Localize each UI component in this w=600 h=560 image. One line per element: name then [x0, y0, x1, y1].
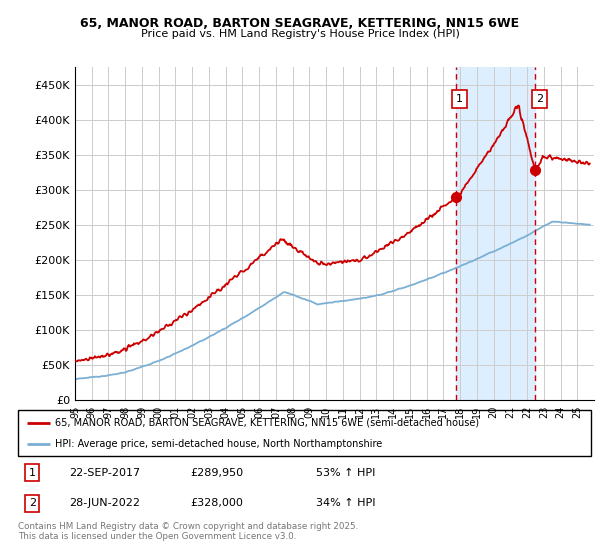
Text: 1: 1 [29, 468, 36, 478]
Text: 22-SEP-2017: 22-SEP-2017 [70, 468, 140, 478]
Text: 2: 2 [536, 94, 543, 104]
Text: 34% ↑ HPI: 34% ↑ HPI [316, 498, 376, 508]
Text: 65, MANOR ROAD, BARTON SEAGRAVE, KETTERING, NN15 6WE: 65, MANOR ROAD, BARTON SEAGRAVE, KETTERI… [80, 17, 520, 30]
Bar [455, 67, 535, 400]
Text: £289,950: £289,950 [190, 468, 243, 478]
Text: Contains HM Land Registry data © Crown copyright and database right 2025.
This d: Contains HM Land Registry data © Crown c… [18, 522, 358, 542]
Text: £328,000: £328,000 [190, 498, 243, 508]
Text: 1: 1 [456, 94, 463, 104]
Text: 2: 2 [29, 498, 36, 508]
Text: HPI: Average price, semi-detached house, North Northamptonshire: HPI: Average price, semi-detached house,… [55, 439, 382, 449]
Text: 53% ↑ HPI: 53% ↑ HPI [316, 468, 376, 478]
Text: Price paid vs. HM Land Registry's House Price Index (HPI): Price paid vs. HM Land Registry's House … [140, 29, 460, 39]
Text: 65, MANOR ROAD, BARTON SEAGRAVE, KETTERING, NN15 6WE (semi-detached house): 65, MANOR ROAD, BARTON SEAGRAVE, KETTERI… [55, 418, 479, 428]
Text: 28-JUN-2022: 28-JUN-2022 [70, 498, 140, 508]
